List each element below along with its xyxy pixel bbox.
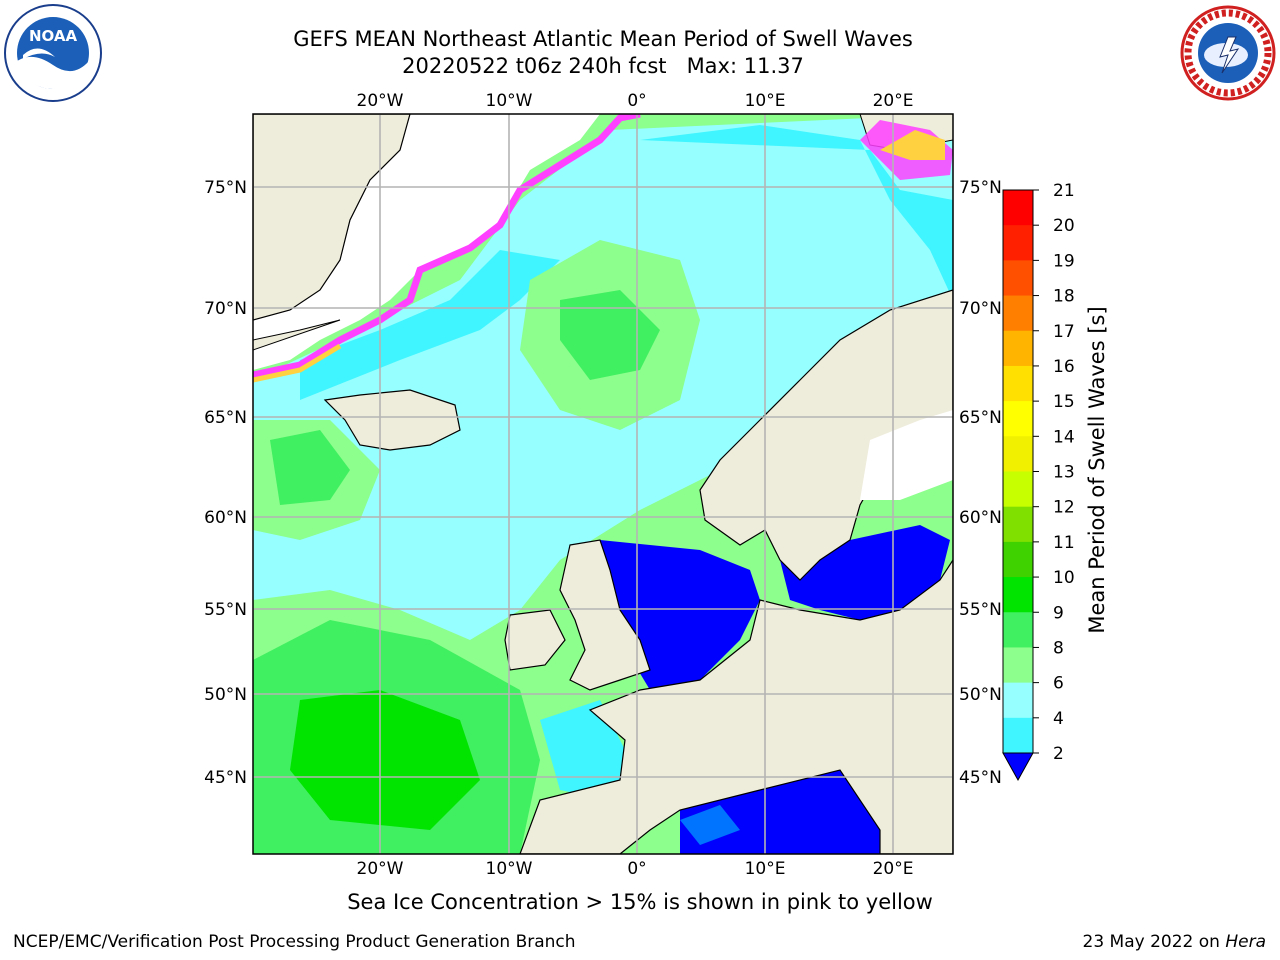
colorbar-segment	[1003, 541, 1033, 578]
lat-labels-right: 75°N 70°N 65°N 60°N 55°N 50°N 45°N	[959, 178, 1002, 788]
colorbar-segment	[1003, 190, 1033, 226]
colorbar-segment	[1003, 577, 1033, 613]
lon-label-bottom: 10°W	[486, 859, 533, 879]
colorbar-tick-label: 16	[1053, 357, 1075, 377]
lon-label-top: 20°E	[873, 91, 914, 111]
colorbar-tick-label: 9	[1053, 603, 1064, 623]
colorbar-segment	[1003, 612, 1033, 648]
lat-label-right: 70°N	[959, 299, 1002, 319]
colorbar-tick-label: 15	[1053, 392, 1075, 412]
sea-ice-caption: Sea Ice Concentration > 15% is shown in …	[347, 890, 933, 914]
lon-label-bottom: 20°E	[873, 859, 914, 879]
title-line-2: 20220522 t06z 240h fcst Max: 11.37	[402, 54, 804, 78]
colorbar-segment	[1003, 260, 1033, 297]
greenland-land	[253, 114, 411, 321]
lat-label-right: 65°N	[959, 408, 1002, 428]
lat-label-right: 55°N	[959, 600, 1002, 620]
lon-label-top: 0°	[627, 91, 646, 111]
colorbar-tick-label: 20	[1053, 216, 1075, 236]
colorbar-segment	[1003, 471, 1033, 508]
swell-zone-10-11-west	[270, 430, 350, 505]
greenland-coast	[253, 319, 341, 351]
lat-label-right: 75°N	[959, 178, 1002, 198]
lat-label-left: 50°N	[204, 685, 247, 705]
lat-label-left: 75°N	[204, 178, 247, 198]
colorbar-segment	[1003, 365, 1033, 402]
colorbar-segment	[1003, 506, 1033, 543]
title-line-1: GEFS MEAN Northeast Atlantic Mean Period…	[293, 27, 913, 51]
colorbar-extend-arrow	[1002, 752, 1034, 782]
colorbar-label: Mean Period of Swell Waves [s]	[1085, 306, 1109, 634]
nws-logo	[1180, 5, 1276, 101]
chart-title: GEFS MEAN Northeast Atlantic Mean Period…	[0, 26, 1206, 80]
colorbar-tick-label: 8	[1053, 638, 1064, 658]
colorbar-segment	[1003, 330, 1033, 367]
bothnia-ice	[860, 410, 953, 500]
colorbar-tick-label: 12	[1053, 498, 1075, 518]
colorbar-tick-label: 2	[1053, 744, 1064, 764]
sea-ice-edge-yellow	[253, 343, 342, 383]
footer-date: 23 May 2022 on Hera	[1083, 932, 1267, 952]
lon-labels-bottom: 20°W 10°W 0° 10°E 20°E	[357, 859, 914, 879]
colorbar-tick-label: 17	[1053, 322, 1075, 342]
noaa-logo-text: NOAA	[29, 27, 78, 45]
colorbar-tick-label: 10	[1053, 568, 1075, 588]
ireland	[504, 609, 566, 671]
colorbar-segment	[1003, 295, 1033, 332]
footer-host: Hera	[1225, 932, 1266, 952]
lat-label-left: 45°N	[204, 768, 247, 788]
colorbar-segment	[1003, 717, 1033, 754]
map-area	[253, 114, 953, 854]
footer-credit: NCEP/EMC/Verification Post Processing Pr…	[13, 932, 576, 952]
colorbar-segment	[1003, 225, 1033, 261]
colorbar-tick-label: 4	[1053, 709, 1064, 729]
lat-label-left: 55°N	[204, 600, 247, 620]
lon-labels-top: 20°W 10°W 0° 10°E 20°E	[357, 91, 914, 111]
colorbar-tick-label: 13	[1053, 463, 1075, 483]
colorbar-tick-label: 11	[1053, 533, 1075, 553]
noaa-logo: NOAA	[4, 4, 102, 102]
colorbar-tick-label: 21	[1053, 181, 1075, 201]
colorbar-segment	[1003, 436, 1033, 472]
map-frame	[252, 113, 954, 855]
sea-ice-svalbard-yellow	[880, 130, 945, 160]
lon-label-bottom: 20°W	[357, 859, 404, 879]
swell-zone-6-8-north	[640, 125, 953, 300]
colorbar-segment	[1003, 682, 1033, 719]
sea-ice-edge	[253, 114, 641, 379]
continental-europe	[519, 558, 953, 854]
swell-zone-10-11-central	[560, 290, 660, 380]
great-britain	[559, 539, 651, 691]
lat-label-right: 60°N	[959, 508, 1002, 528]
lat-label-left: 65°N	[204, 408, 247, 428]
lon-label-top: 10°E	[745, 91, 786, 111]
colorbar-tick-label: 19	[1053, 251, 1075, 271]
swell-zone-ligurian	[680, 805, 740, 845]
graticule	[253, 114, 953, 854]
lon-label-top: 20°W	[357, 91, 404, 111]
colorbar-segment	[1003, 647, 1033, 684]
colorbar-tick-label: 14	[1053, 427, 1075, 447]
lat-label-left: 70°N	[204, 299, 247, 319]
colorbar-tick-label: 6	[1053, 674, 1064, 694]
lat-label-right: 45°N	[959, 768, 1002, 788]
footer-date-text: 23 May 2022 on	[1082, 932, 1220, 952]
lon-label-top: 10°W	[486, 91, 533, 111]
colorbar-tick-label: 18	[1053, 287, 1075, 307]
colorbar: 21 20 19 18 17 16 15 14 13 12 11 10 9 8 6 4 2	[1002, 181, 1075, 782]
lon-label-bottom: 0°	[627, 859, 646, 879]
colorbar-segment	[1003, 401, 1033, 437]
lon-label-bottom: 10°E	[745, 859, 786, 879]
swell-zone-6-8-greenland	[300, 250, 560, 400]
iceland	[323, 389, 461, 451]
swell-zone-11-12	[290, 690, 480, 830]
lat-label-left: 60°N	[204, 508, 247, 528]
lat-labels-left: 75°N 70°N 65°N 60°N 55°N 50°N 45°N	[204, 178, 247, 788]
lat-label-right: 50°N	[959, 685, 1002, 705]
